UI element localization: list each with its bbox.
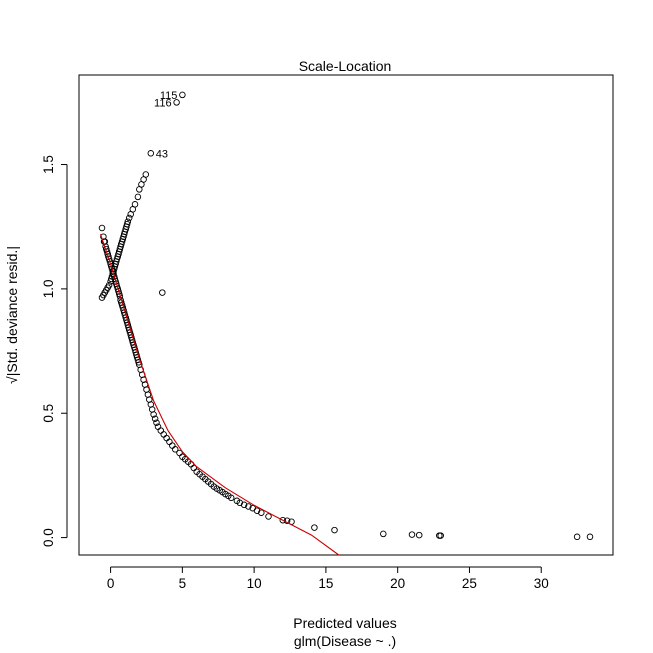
- data-point: [134, 193, 142, 201]
- y-axis-title: √|Std. deviance resid.|: [4, 246, 20, 384]
- data-point: [125, 214, 133, 222]
- x-tick-label: 30: [534, 576, 549, 591]
- data-point: [163, 434, 170, 442]
- outlier-point: [173, 99, 180, 106]
- data-point: [153, 419, 160, 426]
- x-tick-label: 0: [107, 576, 115, 591]
- x-tick-label: 25: [462, 576, 477, 591]
- x-tick-label: 5: [179, 576, 187, 591]
- data-point: [159, 289, 166, 296]
- data-point: [131, 201, 139, 208]
- y-tick-label: 1.5: [41, 155, 56, 174]
- outlier-label: 115: [160, 90, 178, 102]
- data-point: [142, 171, 150, 178]
- x-axis-subtitle: glm(Disease ~ .): [294, 633, 396, 649]
- y-tick-label: 1.0: [41, 279, 56, 298]
- data-point: [101, 238, 109, 245]
- data-point: [437, 532, 444, 539]
- x-tick-label: 10: [247, 576, 262, 591]
- data-point: [573, 533, 581, 541]
- data-point: [123, 220, 131, 228]
- outlier-label: 116: [154, 97, 172, 109]
- y-tick-label: 0.0: [41, 528, 56, 547]
- data-point: [245, 503, 252, 510]
- data-point: [311, 524, 318, 531]
- outlier-point: [147, 150, 155, 157]
- data-point: [98, 224, 106, 232]
- plot-box: [78, 74, 614, 556]
- smoother-line: [99, 234, 340, 556]
- data-point: [169, 442, 176, 449]
- y-axis: 0.0 0.5 1.0 1.5: [41, 155, 68, 547]
- data-point: [124, 218, 132, 225]
- data-point: [258, 509, 265, 516]
- outlier-label: 43: [156, 148, 168, 160]
- data-point: [415, 531, 423, 539]
- chart-title: Scale-Location: [299, 58, 392, 74]
- outlier-point: [179, 91, 186, 99]
- data-point: [331, 526, 338, 534]
- data-point: [380, 530, 387, 538]
- data-point: [160, 431, 167, 438]
- data-point: [265, 513, 272, 520]
- data-point: [586, 533, 594, 541]
- data-point: [151, 415, 159, 422]
- data-points: [98, 91, 594, 541]
- data-point: [227, 494, 235, 502]
- smoother-layer: [99, 234, 340, 556]
- data-point: [171, 446, 179, 453]
- x-tick-label: 20: [390, 576, 405, 591]
- data-point: [157, 427, 165, 434]
- data-point: [408, 531, 416, 538]
- data-point: [105, 281, 113, 289]
- x-axis-title: Predicted values: [293, 615, 397, 631]
- x-tick-label: 15: [318, 576, 333, 591]
- data-point: [240, 501, 248, 509]
- data-point: [150, 411, 157, 418]
- x-axis: 0 5 10 15 20 25 30: [107, 566, 549, 591]
- data-point: [279, 516, 287, 524]
- y-tick-label: 0.5: [41, 404, 56, 423]
- data-point: [166, 438, 173, 446]
